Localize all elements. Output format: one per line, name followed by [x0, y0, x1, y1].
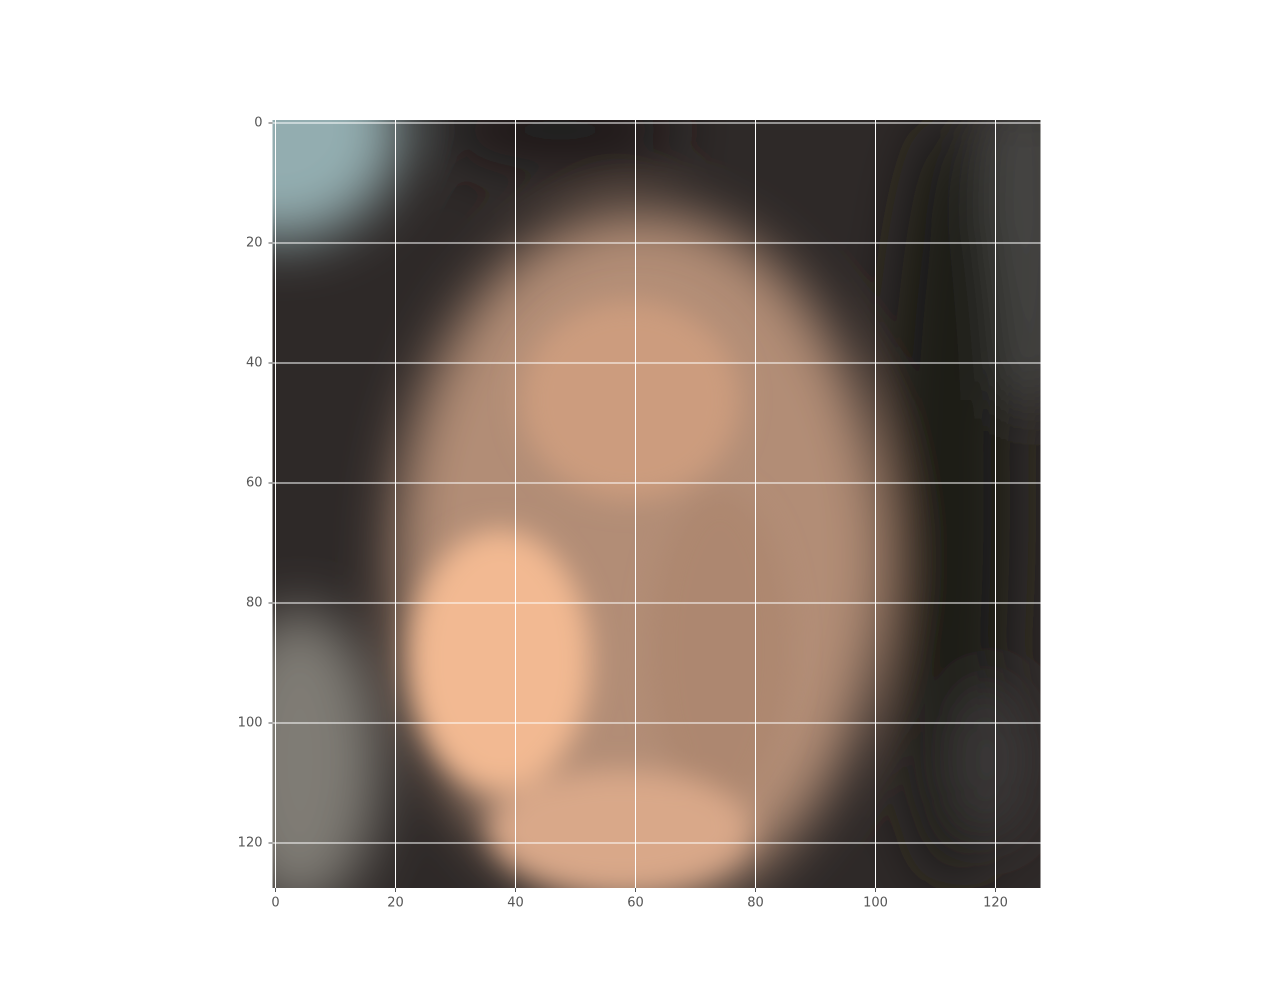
x-tick-label: 60 [627, 896, 644, 911]
y-tick-label: 80 [246, 596, 263, 611]
y-tick-label: 120 [238, 836, 263, 851]
x-tick-label: 120 [983, 896, 1008, 911]
y-tick-label: 20 [246, 236, 263, 251]
grid [272, 120, 1041, 888]
y-tick-label: 40 [246, 356, 263, 371]
x-tick-label: 40 [507, 896, 524, 911]
x-tick-label: 100 [863, 896, 888, 911]
y-tick-label: 60 [246, 476, 263, 491]
y-tick-label: 0 [254, 116, 262, 131]
x-tick-label: 20 [387, 896, 404, 911]
x-tick-label: 0 [271, 896, 279, 911]
image [272, 120, 1041, 888]
ticks: 0 20 40 60 80 100 120 0 20 40 60 80 100 120 [238, 116, 1008, 911]
x-tick-label: 80 [747, 896, 764, 911]
y-tick-label: 100 [238, 716, 263, 731]
